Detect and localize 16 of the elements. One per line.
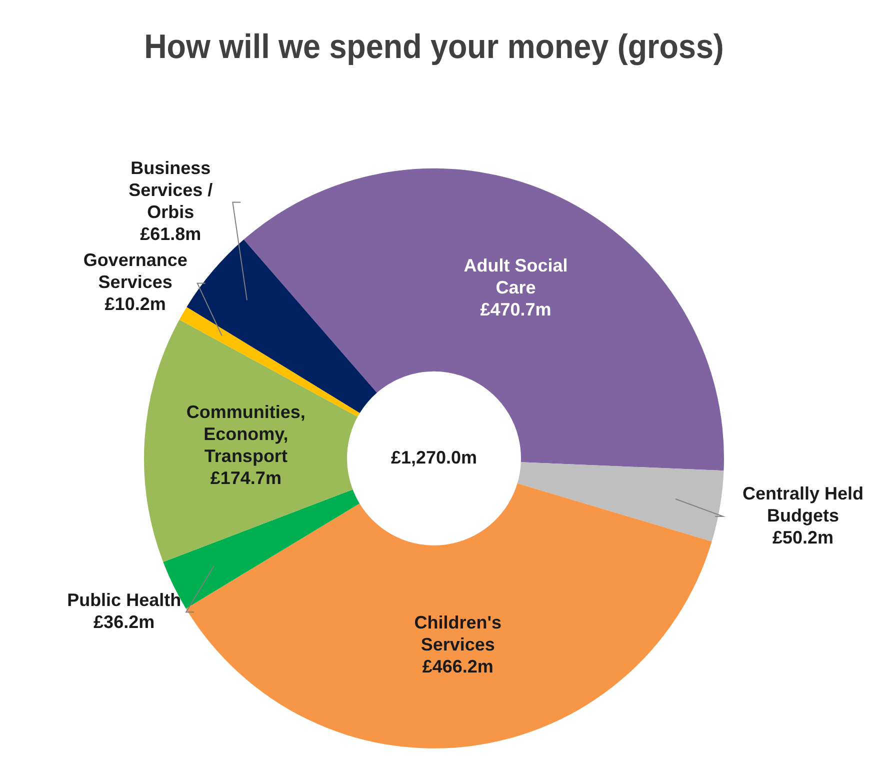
data-label: £36.2m	[94, 612, 155, 632]
slice-label: Adult Social Care	[464, 256, 568, 298]
slice-label: Children's Services	[414, 612, 502, 654]
slice-label: Centrally Held Budgets	[742, 483, 864, 526]
data-label: £174.7m	[210, 468, 282, 488]
data-label: £10.2m	[104, 294, 166, 314]
slice-label: Communities, Economy, Transport	[186, 402, 306, 466]
text: £1,270.0m	[390, 447, 478, 468]
slice-label: Public Health	[67, 590, 182, 610]
data-label: £470.7m	[480, 300, 552, 320]
slice-label: Governance Services	[83, 250, 188, 292]
data-label: £466.2m	[422, 656, 494, 676]
data-label: £50.2m	[772, 527, 834, 548]
data-label: £61.8m	[140, 224, 202, 244]
chart-title: How will we spend your money (gross)	[144, 26, 724, 66]
slice-label: Business Services / Orbis	[128, 158, 213, 222]
